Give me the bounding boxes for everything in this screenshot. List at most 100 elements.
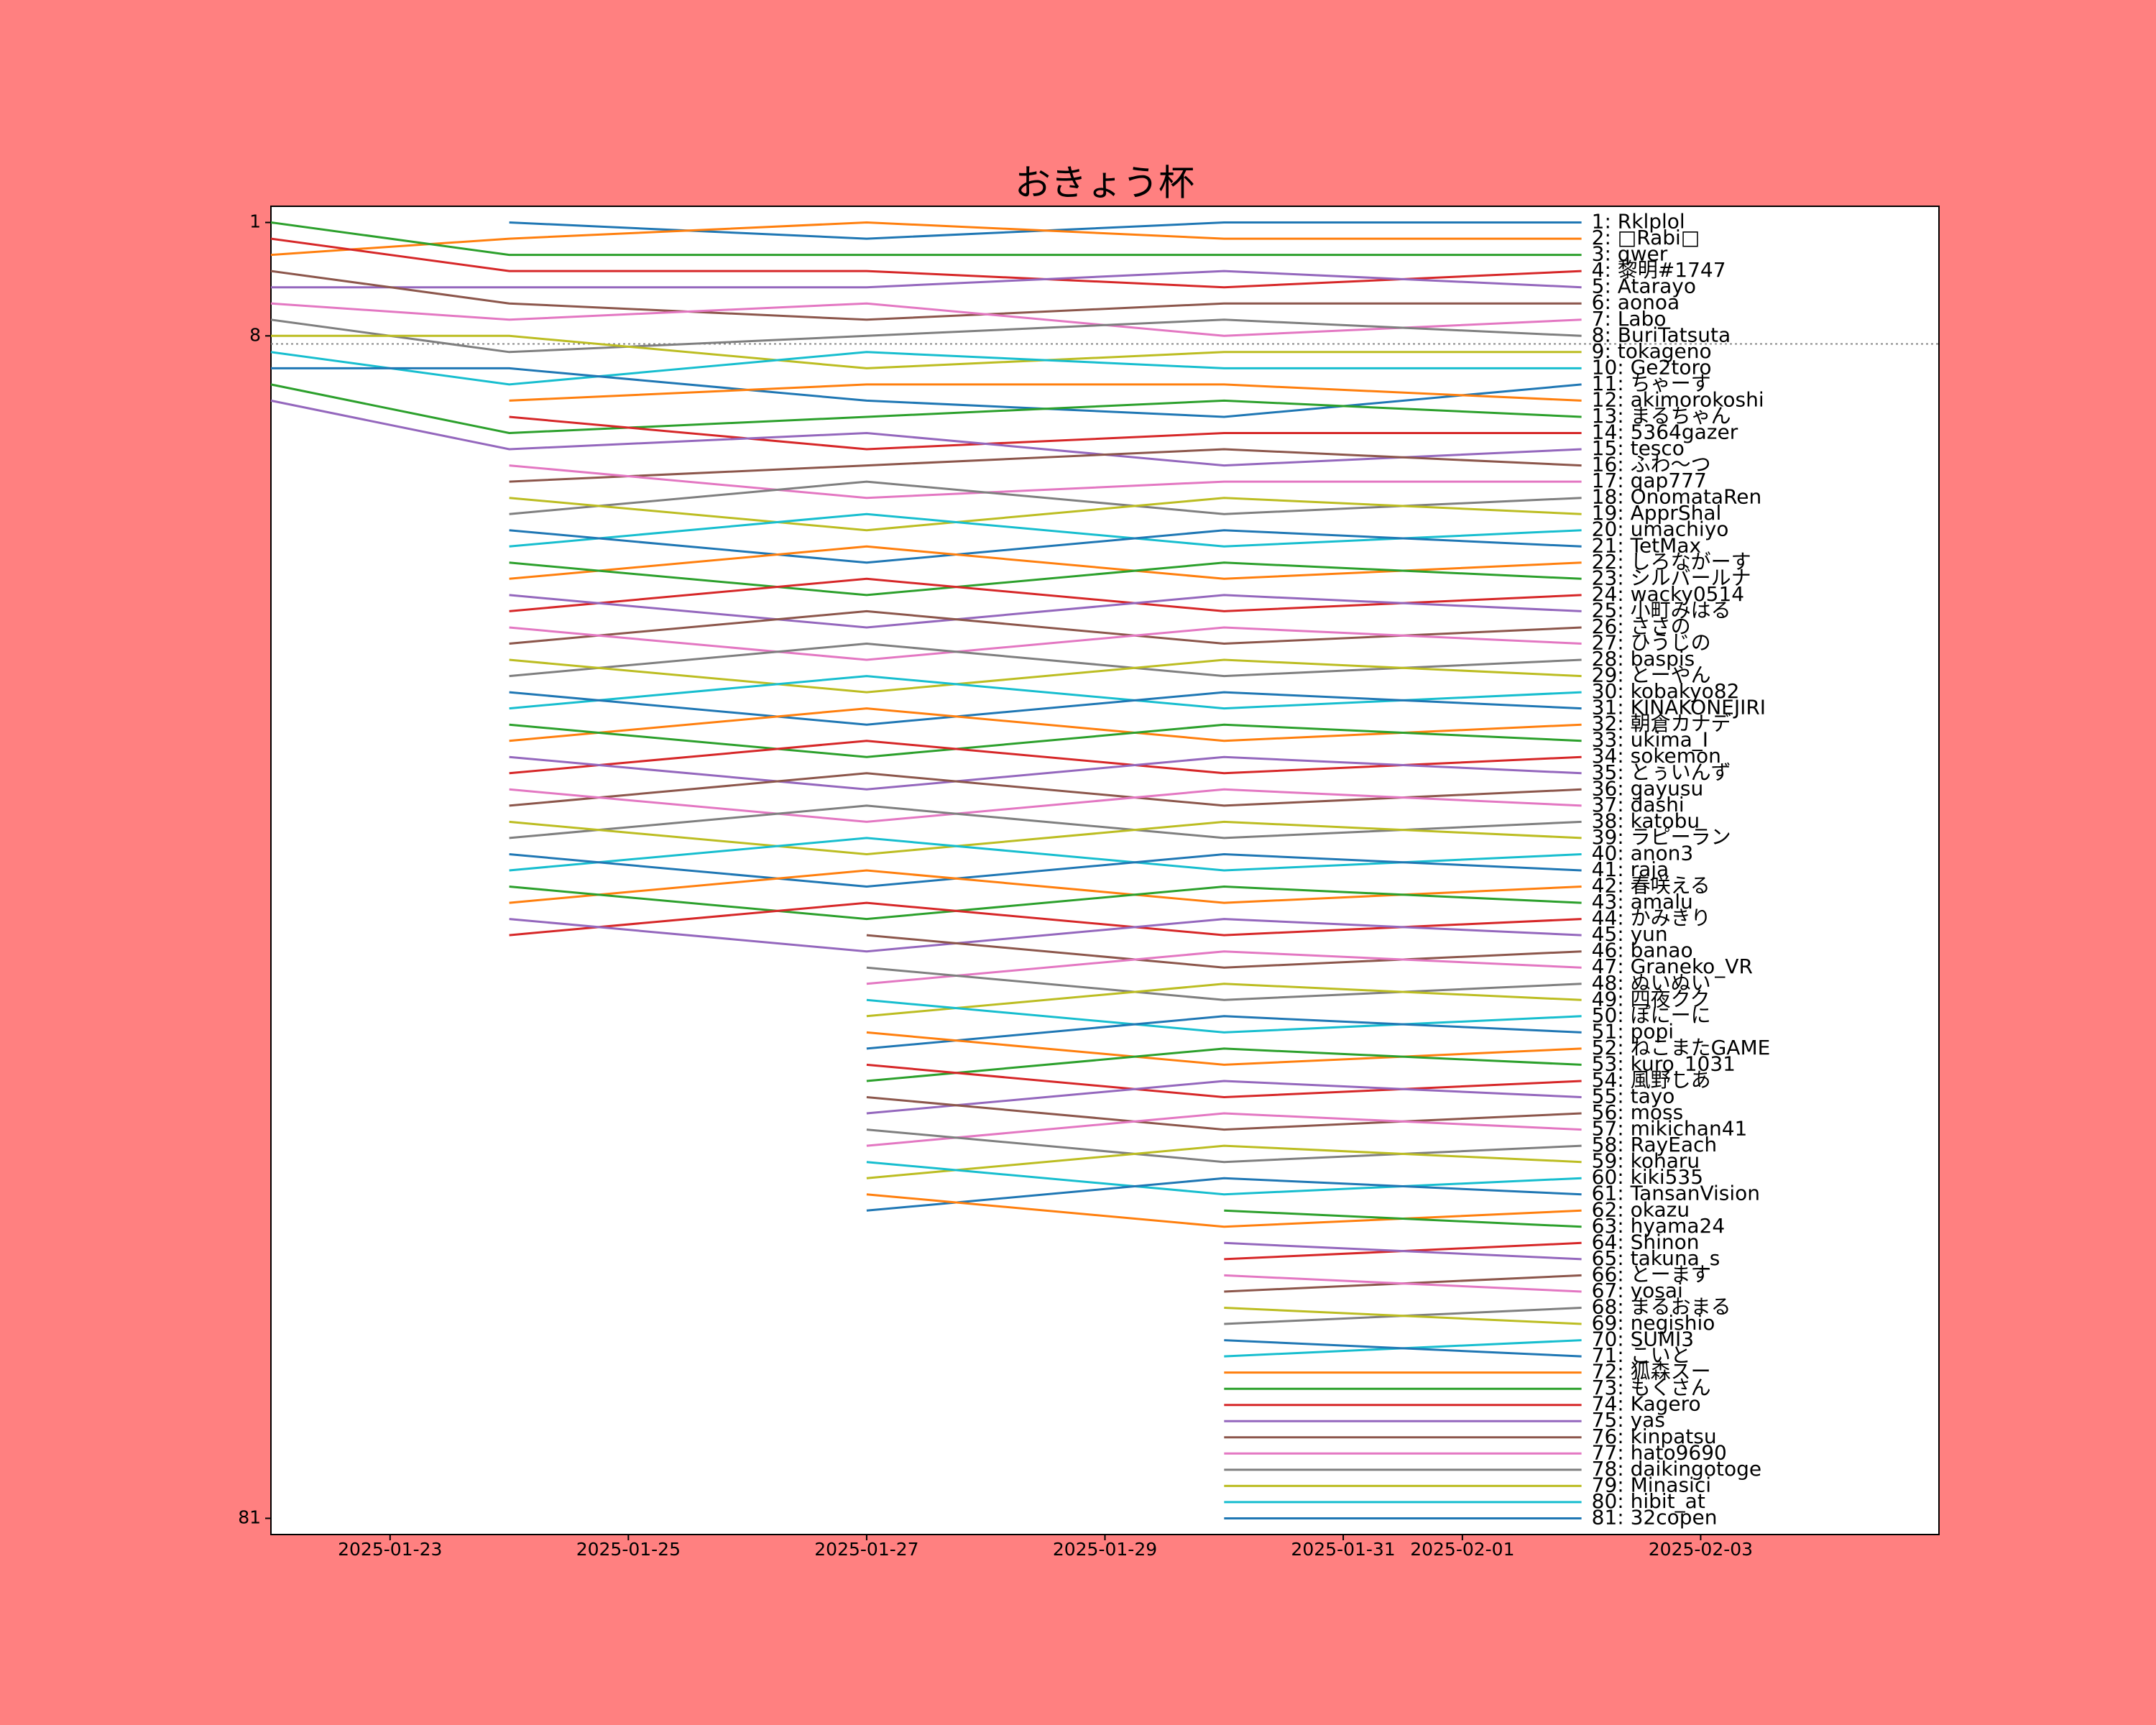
series-label: 39: ラピーラン (1592, 825, 1731, 849)
series-label: 46: banao (1592, 939, 1693, 962)
series-line (509, 561, 1582, 597)
series-label: 69: negishio (1592, 1311, 1715, 1335)
series-line (271, 334, 1582, 369)
series-label: 23: シルバールナ (1592, 566, 1751, 589)
series-label: 45: yun (1592, 922, 1668, 946)
series-line (866, 1047, 1582, 1082)
series-line (509, 415, 1582, 451)
series-line (1224, 1241, 1582, 1261)
series-line (509, 626, 1582, 661)
series-line (509, 448, 1582, 483)
series-label: 21: TetMax (1592, 533, 1701, 557)
series-line (509, 497, 1582, 532)
series-line (509, 852, 1582, 888)
series-label: 66: とーます (1592, 1262, 1711, 1286)
series-label: 54: 風野しあ (1592, 1068, 1711, 1092)
series-label: 26: ささの (1592, 615, 1691, 638)
series-line (271, 270, 1582, 289)
y-tick-label: 81 (238, 1506, 261, 1527)
series-line (1224, 1209, 1582, 1228)
series-label: 28: baspis (1592, 647, 1695, 671)
series-label: 74: Kagero (1592, 1392, 1701, 1416)
series-label: 4: 黎明#1747 (1592, 258, 1726, 282)
series-label: 36: gayusu (1592, 776, 1704, 800)
series-label: 51: popi (1592, 1019, 1674, 1043)
series-label: 29: とーやん (1592, 663, 1711, 687)
series-label: 25: 小町みはる (1592, 598, 1731, 622)
series-label: 77: hato9690 (1592, 1440, 1727, 1464)
series-label: 12: akimorokoshi (1592, 387, 1764, 411)
series-label: 64: Shinon (1592, 1230, 1700, 1254)
series-label: 16: ふわ〜つ (1592, 453, 1711, 477)
x-tick-label: 2025-01-27 (814, 1539, 918, 1560)
series-line (509, 755, 1582, 791)
series-label: 44: かみきり (1592, 906, 1711, 930)
series-line (270, 270, 1582, 321)
series-label: 31: KINAKONEJIRI (1592, 696, 1766, 719)
series-line (270, 383, 1582, 435)
series-label: 62: okazu (1592, 1197, 1690, 1221)
series-line (270, 351, 1582, 386)
series-label: 40: anon3 (1592, 841, 1694, 865)
series-line (509, 885, 1582, 921)
series-line (509, 788, 1582, 823)
chart-title: おきょう杯 (1015, 162, 1194, 204)
series-line (866, 1063, 1582, 1099)
series-line (866, 1177, 1582, 1212)
series-line (509, 723, 1582, 758)
series-line (866, 1193, 1582, 1228)
series-label: 10: Ge2toro (1592, 355, 1712, 379)
series-label: 78: daikingotoge (1592, 1457, 1761, 1481)
series-label: 68: まるおまる (1592, 1294, 1731, 1318)
series-label: 75: yas (1592, 1408, 1665, 1432)
series-line (270, 221, 1582, 257)
y-tick-label: 8 (249, 324, 261, 345)
series-label: 9: tokageno (1592, 339, 1712, 363)
series-line (1224, 1339, 1582, 1358)
series-label: 81: 32copen (1592, 1505, 1718, 1529)
series-label: 49: 四夜クク (1592, 987, 1710, 1011)
series-label: 52: ねこまたGAME (1592, 1036, 1771, 1059)
series-line (270, 399, 1582, 467)
series-line (509, 658, 1582, 694)
x-tick-label: 2025-01-25 (576, 1539, 681, 1560)
series-line (866, 1015, 1582, 1050)
series-label: 47: Graneko_VR (1592, 954, 1753, 978)
series-label: 79: Minasici (1592, 1473, 1711, 1496)
series-label: 55: tayo (1592, 1085, 1675, 1108)
x-tick-label: 2025-01-31 (1291, 1539, 1395, 1560)
series-label: 22: しろながーす (1592, 550, 1751, 574)
series-label: 73: もくさん (1592, 1376, 1711, 1399)
series-label: 3: qwer (1592, 242, 1668, 266)
series-line (866, 1128, 1582, 1164)
series-label: 8: BuriTatsuta (1592, 323, 1731, 346)
series-label: 58: RayEach (1592, 1133, 1718, 1156)
series-label: 24: wacky0514 (1592, 582, 1744, 606)
series-label: 11: ちゃーす (1592, 372, 1711, 395)
x-tick-label: 2025-02-03 (1649, 1539, 1753, 1560)
series-label: 76: kinpatsu (1592, 1425, 1717, 1448)
series-label: 1: Rklplol (1592, 210, 1685, 234)
series-label: 61: TansanVision (1592, 1182, 1760, 1205)
series-label: 65: takuna_s (1592, 1246, 1720, 1270)
series-label: 13: まるちゃん (1592, 404, 1731, 428)
x-tick-label: 2025-02-01 (1410, 1539, 1514, 1560)
series-label: 71: こいと (1592, 1343, 1691, 1367)
series-label: 38: katobu (1592, 809, 1700, 832)
x-tick-label: 2025-01-29 (1053, 1539, 1157, 1560)
series-line (509, 529, 1582, 564)
series-label: 70: SUMI3 (1592, 1328, 1694, 1351)
x-tick-label: 2025-01-23 (338, 1539, 442, 1560)
series-label: 17: qap777 (1592, 469, 1707, 492)
series-line (509, 918, 1582, 953)
plot-area (270, 206, 1940, 1535)
series-label: 67: yosai (1592, 1279, 1683, 1302)
series-label: 19: ApprShal (1592, 501, 1722, 525)
series-line (509, 464, 1582, 500)
series-label: 37: dashi (1592, 793, 1685, 816)
series-label: 7: Labo (1592, 307, 1667, 331)
series-label: 50: ぽにーに (1592, 1003, 1711, 1027)
series-line (866, 1161, 1582, 1196)
